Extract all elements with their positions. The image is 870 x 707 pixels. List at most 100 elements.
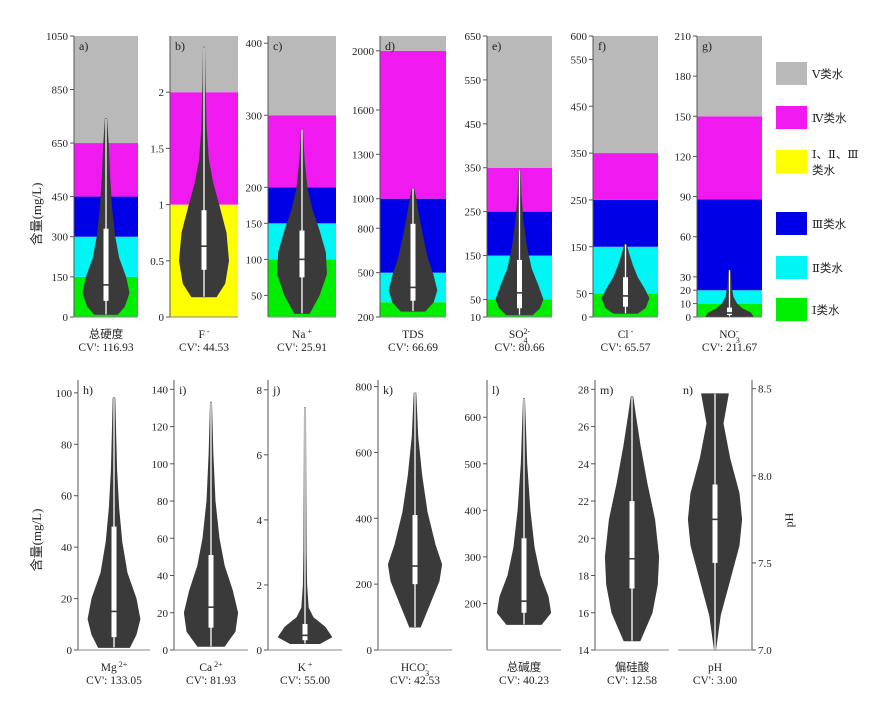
tick-label: 20 bbox=[578, 533, 590, 545]
tick-label: 24 bbox=[578, 459, 590, 471]
tick-label: 0 bbox=[163, 645, 169, 657]
tick-label: 26 bbox=[578, 422, 590, 434]
tick-label: 1.5 bbox=[150, 143, 164, 155]
iqr-box bbox=[629, 501, 635, 589]
tick-label: 200 bbox=[246, 182, 263, 194]
tick-label: 8.0 bbox=[758, 471, 772, 483]
tick-label: 2000 bbox=[352, 46, 375, 58]
tick-label: 10 bbox=[470, 312, 482, 324]
legend-swatch bbox=[776, 62, 807, 85]
panel-letter: f) bbox=[598, 39, 606, 53]
panel-letter: h) bbox=[83, 383, 93, 397]
legend-swatch bbox=[776, 106, 807, 129]
cv-label: CV': 55.00 bbox=[280, 675, 330, 687]
legend-label: Ⅴ类水 bbox=[811, 67, 844, 81]
tick-label: 10 bbox=[680, 299, 692, 311]
panel-b: 0 0.5 1 1.5 2 b) F -CV': 44.53 bbox=[150, 36, 238, 354]
tick-label: 1000 bbox=[352, 194, 375, 206]
legend-swatch bbox=[776, 298, 807, 321]
tick-label: 650 bbox=[52, 138, 69, 150]
tick-label: 600 bbox=[571, 31, 588, 43]
band-4 bbox=[487, 36, 552, 168]
tick-label: 6 bbox=[257, 450, 263, 462]
panel-f: 0 50 150 250 350 450 550 600 f) Cl -CV': 65.57 bbox=[571, 31, 658, 354]
tick-label: 120 bbox=[675, 151, 692, 163]
tick-label: 450 bbox=[465, 119, 482, 131]
y-axis-label-top: 含量(mg/L) bbox=[29, 183, 44, 246]
cv-label: CV': 80.66 bbox=[495, 342, 545, 354]
panel-letter: d) bbox=[385, 39, 395, 53]
tick-label: 60 bbox=[680, 232, 692, 244]
tick-label: 400 bbox=[465, 505, 482, 517]
iqr-box bbox=[103, 228, 109, 301]
iqr-box bbox=[712, 484, 718, 563]
panel-k: 0 200 400 600 800 k) HCO3-CV': 42.53 bbox=[356, 380, 452, 687]
tick-label: 200 bbox=[356, 579, 373, 591]
category-label: SO42- bbox=[509, 327, 531, 345]
category-label: Cl - bbox=[618, 327, 634, 342]
tick-label: 20 bbox=[61, 594, 73, 606]
tick-label: 650 bbox=[465, 31, 482, 43]
iqr-box bbox=[521, 538, 527, 613]
legend-swatch bbox=[776, 150, 807, 173]
tick-label: 22 bbox=[578, 496, 589, 508]
tick-label: 350 bbox=[465, 163, 482, 175]
tick-label: 40 bbox=[61, 542, 73, 554]
legend-label: Ⅰ、Ⅱ、Ⅲ bbox=[812, 149, 858, 161]
tick-label: 500 bbox=[465, 459, 482, 471]
tick-label: 0 bbox=[257, 645, 263, 657]
tick-label: 28 bbox=[578, 384, 590, 396]
tick-label: 0 bbox=[686, 312, 692, 324]
tick-label: 0 bbox=[159, 312, 165, 324]
legend-item-4: Ⅱ类水 bbox=[776, 256, 843, 279]
iqr-box bbox=[517, 259, 522, 309]
tick-label: 600 bbox=[465, 412, 482, 424]
cv-label: CV': 3.00 bbox=[693, 675, 737, 687]
band-4 bbox=[268, 36, 336, 116]
tick-label: 210 bbox=[675, 31, 692, 43]
tick-label: 0 bbox=[582, 312, 588, 324]
panel-letter: e) bbox=[492, 39, 501, 53]
tick-label: 100 bbox=[246, 254, 263, 266]
tick-label: 20 bbox=[157, 608, 169, 620]
tick-label: 40 bbox=[157, 571, 169, 583]
tick-label: 80 bbox=[61, 439, 73, 451]
category-label: 总碱度 bbox=[507, 660, 542, 674]
tick-label: 150 bbox=[465, 251, 482, 263]
category-label: 偏硅酸 bbox=[615, 660, 650, 674]
tick-label: 250 bbox=[571, 195, 588, 207]
tick-label: 50 bbox=[251, 290, 263, 302]
legend-item-1: Ⅳ类水 bbox=[776, 106, 847, 129]
cv-label: CV': 81.93 bbox=[186, 675, 236, 687]
cv-label: CV': 116.93 bbox=[78, 342, 134, 354]
band-4 bbox=[593, 36, 658, 154]
iqr-box bbox=[727, 307, 732, 315]
legend-label-cont: 类水 bbox=[812, 163, 835, 177]
band-3 bbox=[593, 153, 658, 200]
category-label: Na + bbox=[292, 327, 312, 342]
panel-letter: b) bbox=[175, 39, 185, 53]
category-label: NO3- bbox=[719, 327, 740, 345]
cv-label: CV': 40.23 bbox=[499, 675, 549, 687]
iqr-box bbox=[299, 230, 305, 278]
tick-label: 16 bbox=[578, 608, 590, 620]
tick-label: 300 bbox=[52, 232, 69, 244]
tick-label: 300 bbox=[246, 110, 263, 122]
band-4 bbox=[697, 36, 762, 117]
tick-label: 150 bbox=[675, 111, 692, 123]
tick-label: 150 bbox=[52, 272, 69, 284]
tick-label: 1300 bbox=[352, 149, 375, 161]
panel-letter: m) bbox=[600, 383, 613, 397]
tick-label: 20 bbox=[680, 285, 692, 297]
legend-swatch bbox=[776, 256, 807, 279]
band-4 bbox=[380, 36, 446, 51]
tick-label: 550 bbox=[571, 54, 588, 66]
tick-label: 800 bbox=[356, 382, 373, 394]
category-label: K + bbox=[298, 660, 313, 675]
tick-label: 400 bbox=[356, 513, 373, 525]
category-label: F- bbox=[198, 327, 209, 342]
legend-item-2: Ⅰ、Ⅱ、Ⅲ 类水 bbox=[776, 149, 858, 177]
tick-label: 60 bbox=[61, 491, 73, 503]
legend-item-0: Ⅴ类水 bbox=[776, 62, 844, 85]
